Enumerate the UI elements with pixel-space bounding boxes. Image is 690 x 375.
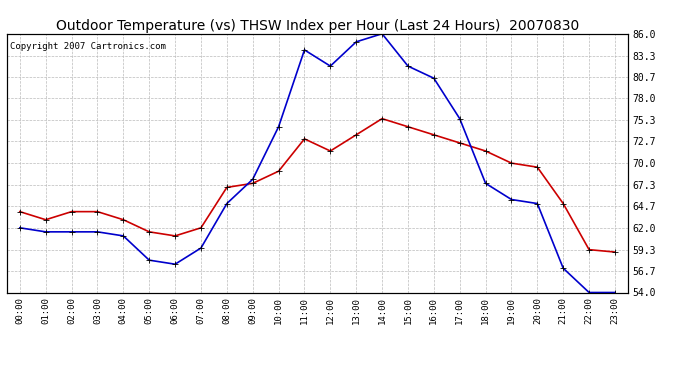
Text: Copyright 2007 Cartronics.com: Copyright 2007 Cartronics.com bbox=[10, 42, 166, 51]
Title: Outdoor Temperature (vs) THSW Index per Hour (Last 24 Hours)  20070830: Outdoor Temperature (vs) THSW Index per … bbox=[56, 19, 579, 33]
